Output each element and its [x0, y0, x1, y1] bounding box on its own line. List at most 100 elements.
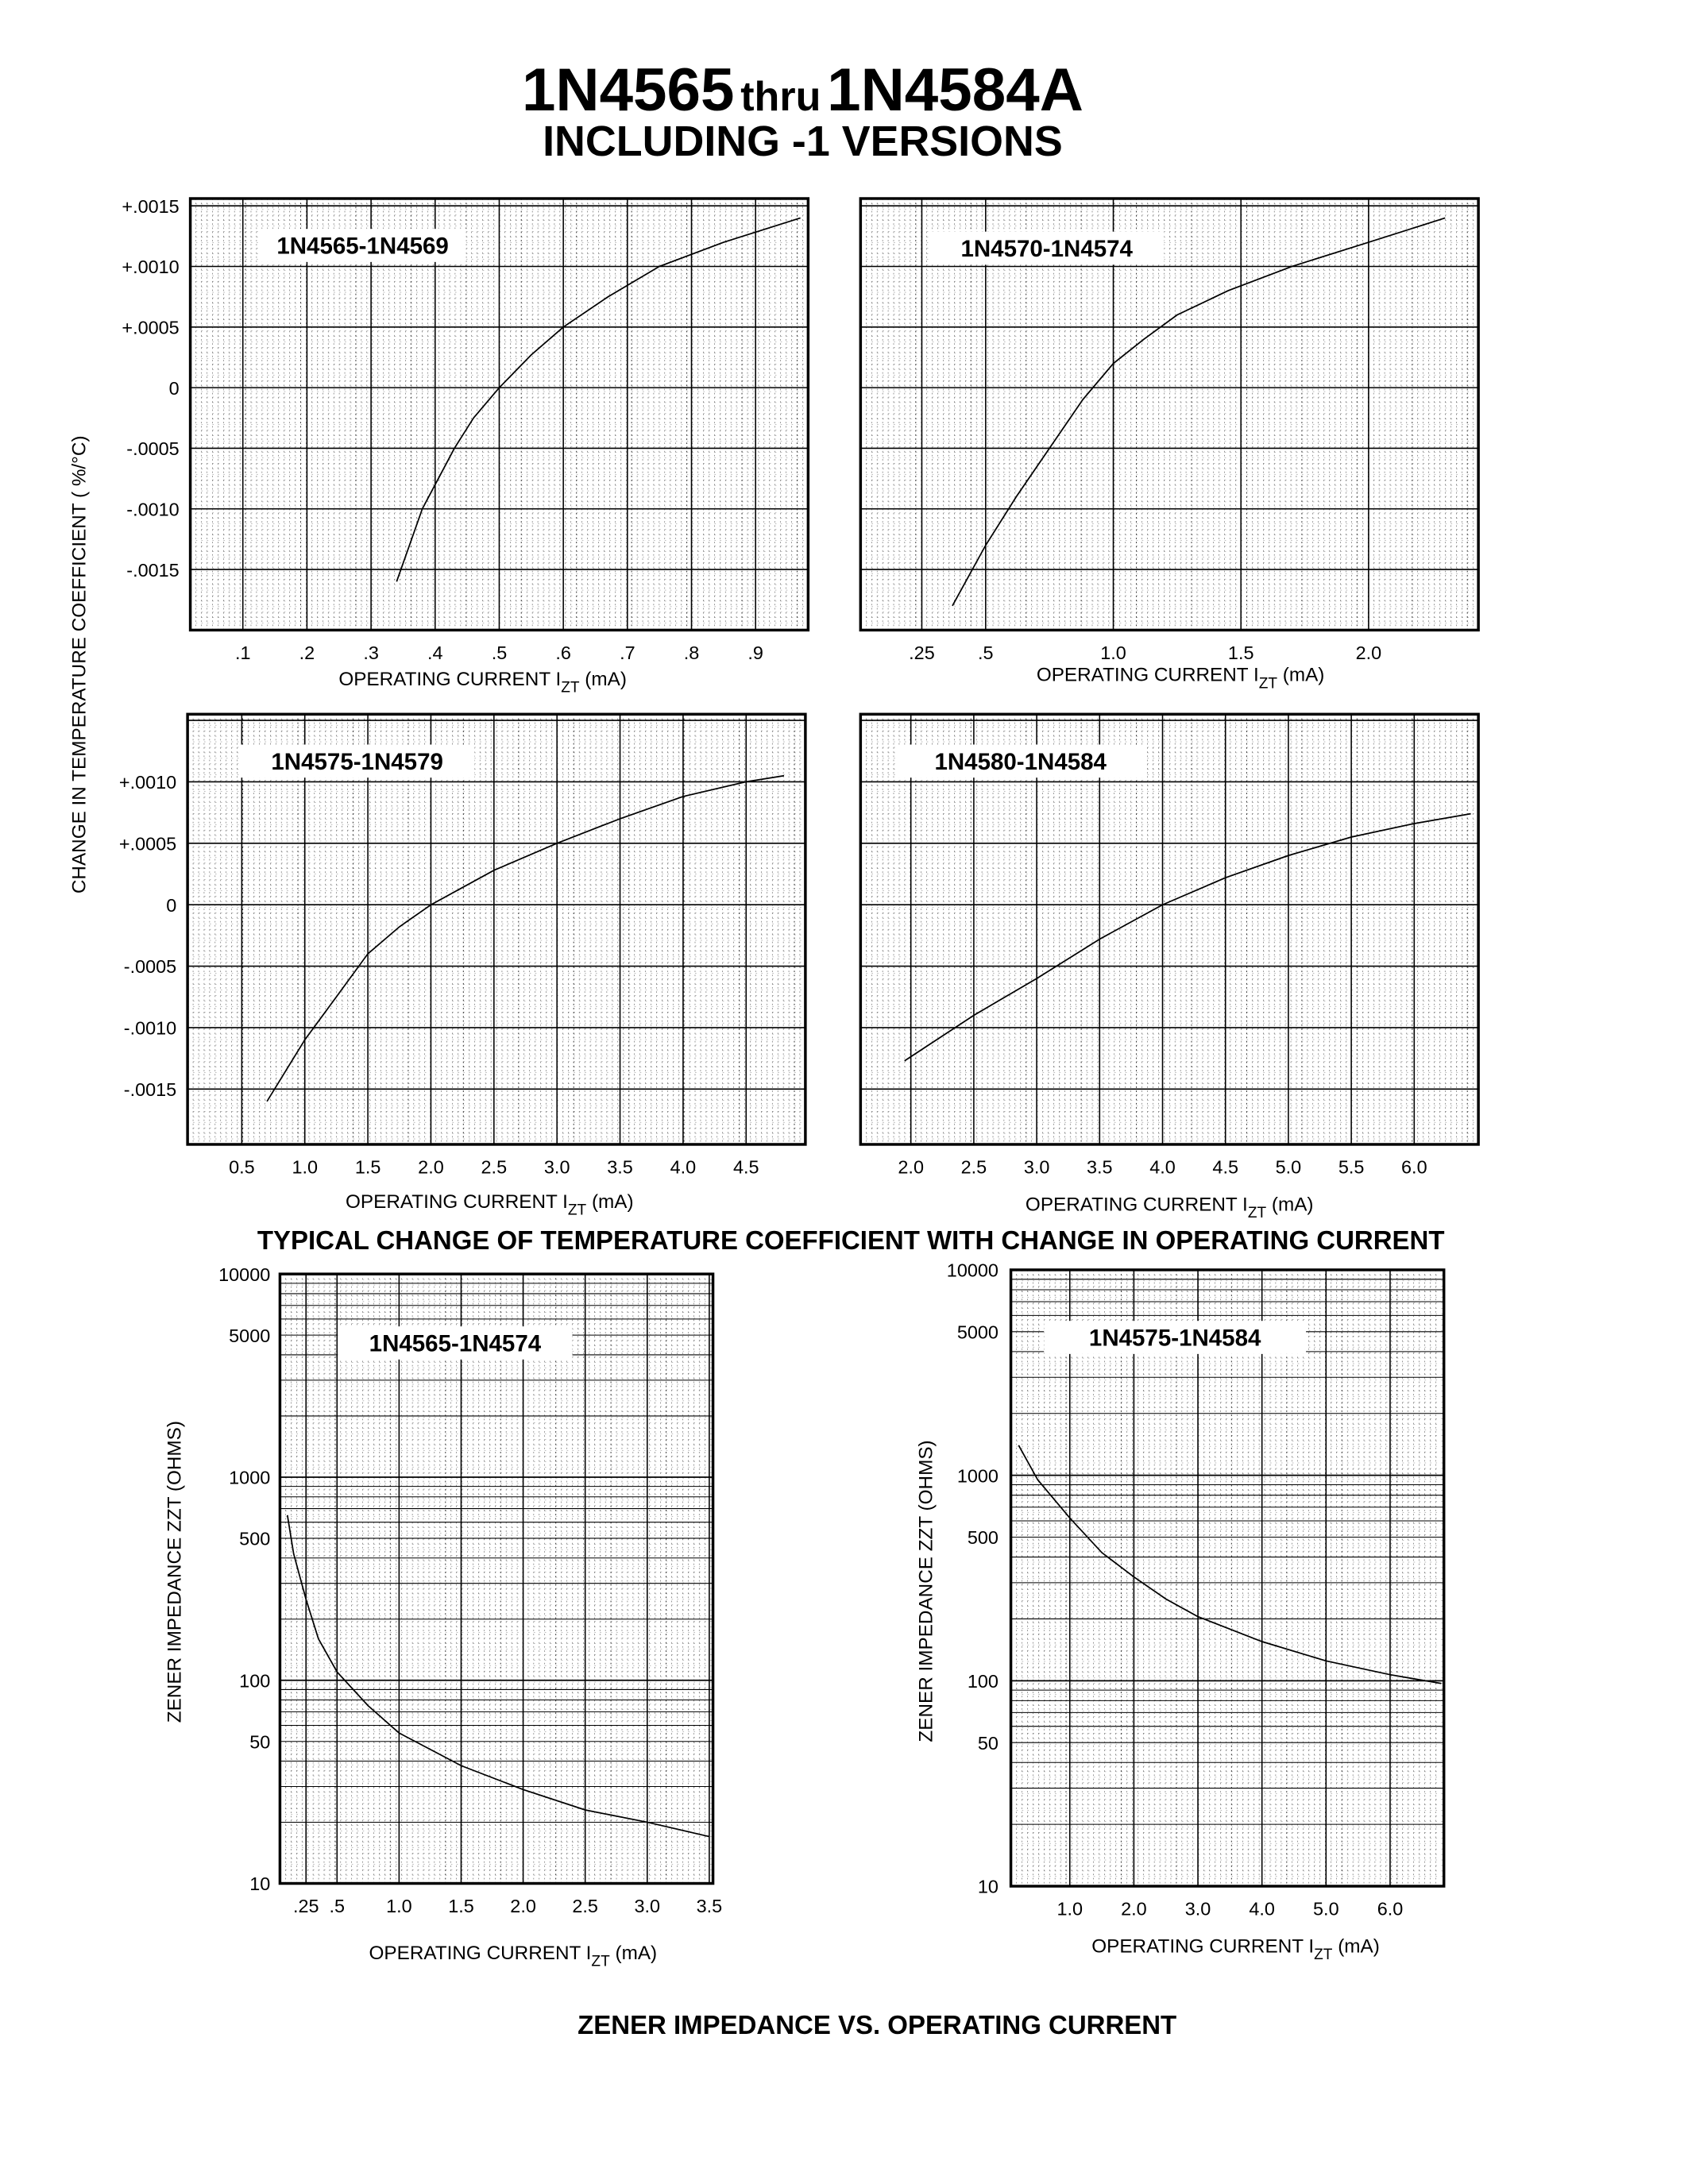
x-tick-label: .6 [555, 642, 571, 663]
x-tick-label: 5.5 [1338, 1156, 1365, 1177]
y-tick-label: +.0015 [122, 196, 179, 217]
tc-section-caption: TYPICAL CHANGE OF TEMPERATURE COEFFICIEN… [257, 1225, 1445, 1255]
chart-label: 1N4580-1N4584 [934, 749, 1107, 775]
plot-area [1010, 1269, 1444, 1886]
y-tick-label: +.0005 [119, 833, 176, 854]
y-tick-label: 10 [978, 1877, 999, 1897]
x-tick-label: .7 [620, 642, 635, 663]
chart-label: 1N4565-1N4569 [276, 233, 449, 259]
chart-4: 1N4580-1N4584 2.0 2.5 3.0 3.5 4.0 4.5 5.0 5.5 6.0… [859, 712, 1480, 1221]
series-line [952, 217, 1446, 607]
x-tick-label: 1.5 [1228, 642, 1254, 663]
y-tick-label: -.0015 [124, 1079, 176, 1100]
y-tick-label: 10000 [218, 1264, 270, 1285]
x-axis-label-unit: (mA) [1277, 665, 1324, 686]
series-line [904, 812, 1471, 1062]
x-tick-label: 1.0 [1056, 1898, 1083, 1919]
x-axis-label-unit: (mA) [1266, 1194, 1313, 1215]
x-tick-label: 2.0 [510, 1896, 536, 1916]
x-axis-label: OPERATING CURRENT IZT (mA) [346, 1191, 634, 1219]
chart-6: 1N4575-1N4584 1.0 2.0 3.0 4.0 5.0 6.0 10000 5000… [916, 1260, 1446, 1963]
x-axis-label-subscript: ZT [1248, 1205, 1267, 1221]
x-tick-label: 4.0 [1149, 1156, 1176, 1177]
x-tick-label: 3.5 [607, 1156, 633, 1177]
x-axis-label-subscript: ZT [568, 1202, 587, 1219]
x-tick-label: 3.0 [635, 1896, 661, 1916]
chart-1: 1N4565-1N4569 .1 .2 .3 .4 .5 .6 .7 .8 .9 +.0015 +.0… [122, 196, 810, 696]
chart-label-box [1044, 1321, 1307, 1354]
x-axis-label: OPERATING CURRENT IZT (mA) [338, 669, 627, 696]
x-tick-label: .5 [330, 1896, 346, 1916]
chart-label-box [259, 229, 466, 262]
y-tick-label: 1000 [229, 1468, 270, 1488]
x-tick-label: .9 [747, 642, 763, 663]
chart-label: 1N4565-1N4574 [369, 1330, 542, 1356]
grid [1010, 1269, 1444, 1886]
x-tick-label: 4.0 [1249, 1898, 1275, 1919]
plot-frame [859, 712, 1480, 1146]
x-tick-label: 6.0 [1377, 1898, 1404, 1919]
x-tick-label: 1.0 [1100, 642, 1126, 663]
plot-frame [186, 712, 807, 1146]
y-tick-label: -.0005 [124, 956, 176, 977]
x-tick-label: 2.5 [481, 1156, 508, 1177]
x-tick-label: .2 [299, 642, 315, 663]
x-axis-label-subscript: ZT [1314, 1947, 1333, 1963]
plot-frame [859, 197, 1480, 632]
x-tick-label: 4.5 [1212, 1156, 1238, 1177]
y-tick-label: 5000 [957, 1322, 999, 1343]
x-tick-label: 2.5 [961, 1156, 987, 1177]
x-axis-label-text: OPERATING CURRENT I [1037, 665, 1259, 686]
x-axis-label: OPERATING CURRENT IZT (mA) [1037, 665, 1325, 693]
y-axis-label: ZENER IMPEDANCE ZZT (OHMS) [916, 1440, 937, 1742]
x-axis-label-text: OPERATING CURRENT I [1026, 1194, 1248, 1215]
y-tick-label: 50 [978, 1733, 999, 1754]
y-tick-label: 100 [239, 1670, 270, 1691]
y-axis-label: ZENER IMPEDANCE ZZT (OHMS) [164, 1421, 185, 1723]
y-tick-label: -.0010 [124, 1018, 176, 1039]
x-tick-label: 3.0 [1024, 1156, 1050, 1177]
x-tick-label: .25 [909, 642, 935, 663]
y-tick-label: +.0010 [122, 257, 179, 277]
plot-frame [278, 1272, 715, 1885]
x-tick-label: 2.5 [572, 1896, 598, 1916]
chart-2: 1N4570-1N4574 .25 .5 1.0 1.5 2.0 OPERATING CUR… [859, 197, 1480, 693]
x-tick-label: 1.0 [386, 1896, 412, 1916]
chart-label: 1N4570-1N4574 [960, 236, 1133, 262]
x-axis-label: OPERATING CURRENT IZT (mA) [1026, 1194, 1314, 1221]
x-axis-label-text: OPERATING CURRENT I [338, 669, 561, 690]
y-tick-label: 500 [239, 1529, 270, 1549]
x-tick-label: .5 [492, 642, 508, 663]
x-tick-label: .25 [293, 1896, 319, 1916]
x-tick-label: .3 [363, 642, 379, 663]
series-line [1018, 1445, 1442, 1684]
charts: 1N4565-1N4569 .1 .2 .3 .4 .5 .6 .7 .8 .9 +.0015 +.0… [119, 196, 1480, 1970]
x-tick-label: 2.0 [898, 1156, 924, 1177]
chart-label-box [896, 744, 1145, 778]
x-tick-label: 2.0 [418, 1156, 444, 1177]
x-tick-label: 3.0 [544, 1156, 570, 1177]
grid [187, 714, 805, 1144]
x-axis-label-unit: (mA) [1332, 1935, 1379, 1957]
series-line [266, 774, 785, 1102]
y-tick-label: 50 [249, 1731, 270, 1752]
series-line [286, 1515, 710, 1838]
y-tick-label: 100 [968, 1671, 999, 1692]
zz-section-caption: ZENER IMPEDANCE VS. OPERATING CURRENT [577, 2010, 1176, 2039]
title-part-2: thru [740, 74, 821, 120]
x-axis-label-subscript: ZT [561, 680, 580, 696]
page-subtitle: INCLUDING -1 VERSIONS [543, 118, 1063, 165]
y-tick-label: 5000 [229, 1325, 270, 1346]
page-title: 1N4565 thru 1N4584A [522, 56, 1083, 124]
y-tick-label: +.0005 [122, 317, 179, 338]
chart-label-box [929, 231, 1165, 265]
x-tick-label: 2.0 [1356, 642, 1382, 663]
x-axis-label-unit: (mA) [610, 1943, 657, 1964]
x-tick-label: 4.5 [733, 1156, 759, 1177]
x-tick-label: .8 [684, 642, 700, 663]
x-tick-label: 6.0 [1401, 1156, 1427, 1177]
y-tick-label: 0 [169, 378, 180, 399]
x-tick-label: 4.0 [670, 1156, 697, 1177]
x-tick-label: 3.5 [1087, 1156, 1113, 1177]
